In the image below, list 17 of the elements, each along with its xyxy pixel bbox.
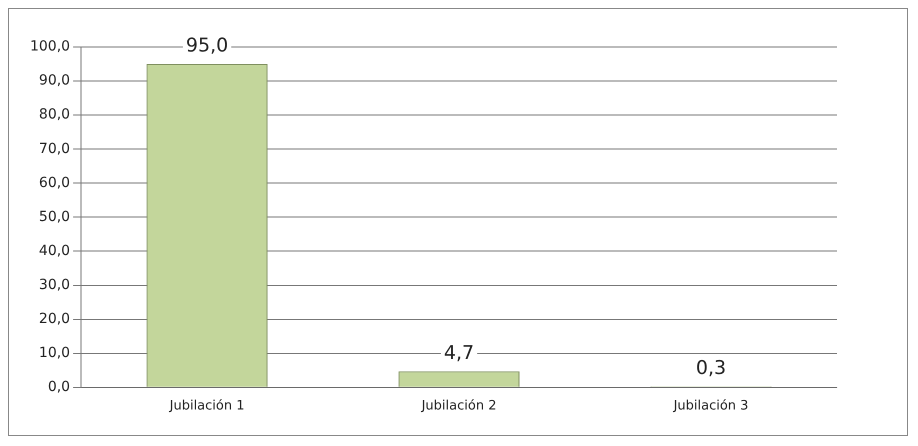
- y-tick-label: 90,0: [38, 72, 70, 89]
- y-tick-label: 40,0: [38, 242, 70, 259]
- y-tick-label: 0,0: [48, 379, 70, 396]
- data-label: 4,7: [444, 342, 474, 364]
- y-tick-label: 70,0: [38, 140, 70, 157]
- data-label: 95,0: [186, 34, 228, 56]
- y-tick-label: 80,0: [38, 106, 70, 123]
- x-tick-label: Jubilación 2: [420, 398, 496, 414]
- y-tick-label: 10,0: [38, 345, 70, 361]
- y-tick-label: 30,0: [38, 276, 70, 293]
- y-tick-label: 20,0: [38, 310, 70, 327]
- y-tick-label: 50,0: [38, 208, 70, 225]
- y-tick-label: 60,0: [38, 174, 70, 191]
- x-tick-label: Jubilación 3: [672, 398, 748, 414]
- y-tick-label: 100,0: [30, 38, 70, 55]
- data-label: 0,3: [696, 356, 726, 379]
- x-tick-label: Jubilación 1: [168, 398, 245, 414]
